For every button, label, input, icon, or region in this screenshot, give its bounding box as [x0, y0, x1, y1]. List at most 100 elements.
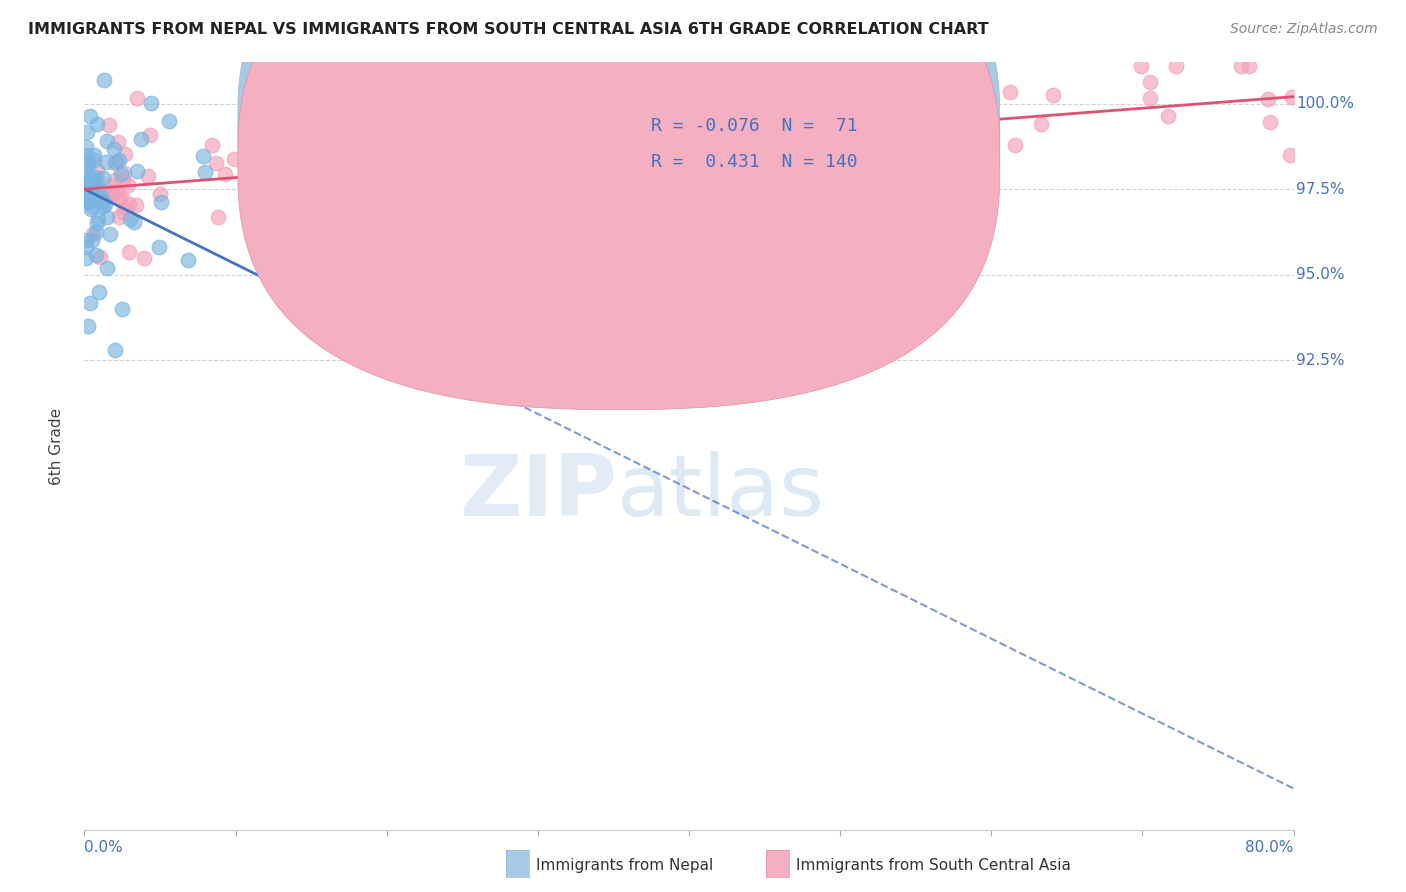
Point	[94, 155, 117, 169]
Point	[735, 198, 758, 212]
Point	[557, 127, 579, 141]
Point	[474, 117, 496, 131]
Point	[581, 71, 603, 86]
Text: 95.0%: 95.0%	[1296, 268, 1344, 282]
Point	[86, 163, 108, 178]
Point	[745, 158, 768, 172]
Point	[75, 169, 97, 183]
Point	[1129, 59, 1152, 73]
Point	[682, 147, 704, 161]
Point	[77, 194, 100, 208]
Point	[84, 225, 107, 239]
Point	[305, 191, 328, 205]
Point	[291, 161, 314, 175]
Point	[79, 185, 101, 199]
Point	[932, 126, 955, 140]
Point	[104, 343, 127, 357]
Point	[245, 136, 267, 150]
Point	[346, 192, 368, 206]
Point	[686, 74, 709, 88]
Point	[224, 153, 246, 167]
Point	[80, 170, 103, 185]
Point	[98, 227, 121, 241]
Point	[852, 157, 875, 171]
Text: 80.0%: 80.0%	[1246, 840, 1294, 855]
Point	[214, 167, 236, 181]
Point	[914, 161, 936, 176]
Point	[107, 135, 129, 149]
Point	[125, 198, 148, 212]
Point	[105, 155, 128, 169]
Point	[82, 178, 104, 193]
Point	[447, 253, 470, 268]
Point	[1237, 59, 1260, 73]
Point	[84, 248, 107, 262]
Point	[118, 244, 141, 259]
Point	[364, 162, 387, 177]
Point	[107, 153, 129, 168]
Point	[76, 194, 98, 209]
Point	[831, 118, 853, 132]
Point	[89, 250, 111, 264]
Point	[77, 319, 100, 334]
Point	[309, 120, 332, 135]
Point	[415, 159, 437, 173]
Point	[76, 125, 98, 139]
Point	[724, 94, 747, 108]
Point	[86, 217, 108, 231]
Point	[86, 117, 108, 131]
Point	[1031, 117, 1053, 131]
Point	[91, 191, 114, 205]
Point	[201, 137, 224, 152]
Point	[82, 184, 104, 198]
FancyBboxPatch shape	[238, 0, 1000, 409]
Point	[82, 233, 104, 247]
Point	[191, 149, 214, 163]
Point	[114, 146, 136, 161]
Point	[103, 142, 125, 156]
Point	[157, 114, 180, 128]
Point	[420, 161, 443, 176]
Point	[799, 71, 821, 86]
Point	[508, 74, 530, 88]
Point	[804, 188, 827, 202]
Point	[108, 191, 131, 205]
FancyBboxPatch shape	[238, 0, 1000, 374]
Point	[91, 170, 114, 185]
Point	[96, 211, 118, 225]
Point	[75, 181, 97, 195]
Point	[449, 155, 471, 169]
Point	[112, 205, 135, 219]
Point	[911, 162, 934, 177]
Point	[107, 185, 129, 199]
Point	[80, 187, 103, 202]
Point	[75, 165, 97, 179]
Point	[104, 156, 127, 170]
Point	[1156, 110, 1178, 124]
Text: Source: ZipAtlas.com: Source: ZipAtlas.com	[1230, 22, 1378, 37]
Point	[112, 165, 135, 179]
Point	[79, 109, 101, 123]
Point	[82, 199, 104, 213]
Point	[87, 181, 110, 195]
Point	[586, 225, 609, 239]
Point	[139, 128, 162, 142]
FancyBboxPatch shape	[581, 93, 973, 193]
Point	[1230, 59, 1253, 73]
Point	[118, 211, 141, 226]
Point	[82, 227, 104, 242]
Point	[478, 160, 501, 174]
Point	[793, 134, 815, 148]
Point	[96, 134, 118, 148]
Point	[83, 187, 105, 202]
Point	[1281, 90, 1303, 104]
Point	[253, 201, 276, 215]
Text: Immigrants from South Central Asia: Immigrants from South Central Asia	[796, 858, 1071, 872]
Point	[411, 176, 433, 190]
Point	[76, 192, 98, 206]
Point	[856, 65, 879, 79]
Point	[149, 186, 172, 201]
Point	[148, 240, 170, 254]
Point	[79, 295, 101, 310]
Point	[101, 186, 124, 201]
